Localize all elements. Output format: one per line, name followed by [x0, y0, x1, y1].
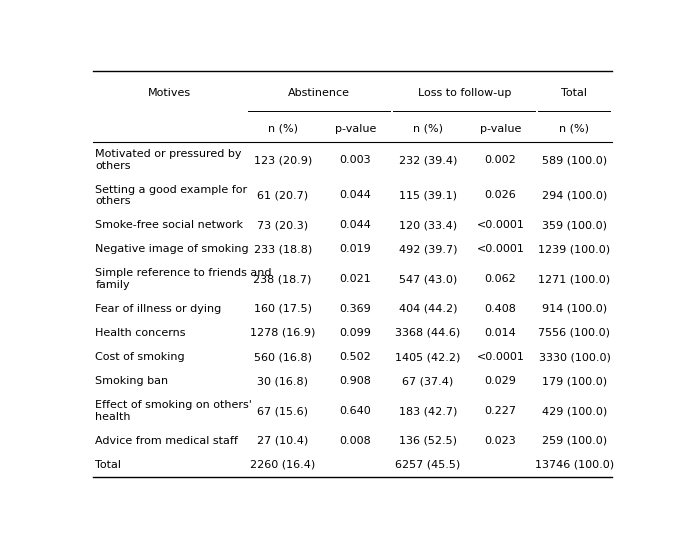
Text: 238 (18.7): 238 (18.7): [253, 274, 312, 284]
Text: Loss to follow-up: Loss to follow-up: [417, 89, 511, 98]
Text: 0.029: 0.029: [484, 376, 516, 386]
Text: Effect of smoking on others'
health: Effect of smoking on others' health: [96, 400, 252, 422]
Text: 232 (39.4): 232 (39.4): [399, 155, 457, 165]
Text: <0.0001: <0.0001: [477, 220, 525, 230]
Text: Abstinence: Abstinence: [288, 89, 350, 98]
Text: 0.099: 0.099: [339, 328, 372, 338]
Text: 7556 (100.0): 7556 (100.0): [538, 328, 611, 338]
Text: Total: Total: [96, 460, 122, 470]
Text: 3368 (44.6): 3368 (44.6): [395, 328, 460, 338]
Text: 61 (20.7): 61 (20.7): [257, 191, 308, 200]
Text: Motivated or pressured by
others: Motivated or pressured by others: [96, 149, 242, 171]
Text: <0.0001: <0.0001: [477, 244, 525, 254]
Text: 0.408: 0.408: [484, 304, 516, 314]
Text: 0.014: 0.014: [485, 328, 516, 338]
Text: 120 (33.4): 120 (33.4): [399, 220, 457, 230]
Text: n (%): n (%): [559, 124, 589, 134]
Text: Smoke-free social network: Smoke-free social network: [96, 220, 243, 230]
Text: 547 (43.0): 547 (43.0): [399, 274, 457, 284]
Text: 0.369: 0.369: [339, 304, 371, 314]
Text: p-value: p-value: [335, 124, 376, 134]
Text: 492 (39.7): 492 (39.7): [399, 244, 457, 254]
Text: 294 (100.0): 294 (100.0): [542, 191, 607, 200]
Text: 1239 (100.0): 1239 (100.0): [538, 244, 611, 254]
Text: 2260 (16.4): 2260 (16.4): [250, 460, 316, 470]
Text: 3330 (100.0): 3330 (100.0): [538, 352, 611, 362]
Text: 0.502: 0.502: [339, 352, 371, 362]
Text: 13746 (100.0): 13746 (100.0): [535, 460, 614, 470]
Text: 160 (17.5): 160 (17.5): [253, 304, 311, 314]
Text: 0.019: 0.019: [339, 244, 371, 254]
Text: Fear of illness or dying: Fear of illness or dying: [96, 304, 222, 314]
Text: p-value: p-value: [480, 124, 521, 134]
Text: 67 (37.4): 67 (37.4): [402, 376, 454, 386]
Text: 115 (39.1): 115 (39.1): [399, 191, 457, 200]
Text: Health concerns: Health concerns: [96, 328, 186, 338]
Text: Simple reference to friends and
family: Simple reference to friends and family: [96, 268, 272, 290]
Text: Setting a good example for
others: Setting a good example for others: [96, 185, 247, 206]
Text: Cost of smoking: Cost of smoking: [96, 352, 185, 362]
Text: 0.008: 0.008: [339, 435, 371, 446]
Text: 0.062: 0.062: [485, 274, 516, 284]
Text: 1405 (42.2): 1405 (42.2): [395, 352, 460, 362]
Text: Smoking ban: Smoking ban: [96, 376, 169, 386]
Text: 123 (20.9): 123 (20.9): [253, 155, 311, 165]
Text: 0.021: 0.021: [339, 274, 371, 284]
Text: 0.908: 0.908: [339, 376, 372, 386]
Text: 359 (100.0): 359 (100.0): [542, 220, 607, 230]
Text: Advice from medical staff: Advice from medical staff: [96, 435, 238, 446]
Text: n (%): n (%): [268, 124, 298, 134]
Text: 0.023: 0.023: [485, 435, 516, 446]
Text: 0.044: 0.044: [339, 191, 372, 200]
Text: 259 (100.0): 259 (100.0): [542, 435, 607, 446]
Text: 0.026: 0.026: [485, 191, 516, 200]
Text: n (%): n (%): [413, 124, 443, 134]
Text: Total: Total: [561, 89, 587, 98]
Text: Negative image of smoking: Negative image of smoking: [96, 244, 249, 254]
Text: 27 (10.4): 27 (10.4): [257, 435, 308, 446]
Text: 6257 (45.5): 6257 (45.5): [395, 460, 460, 470]
Text: 429 (100.0): 429 (100.0): [542, 406, 607, 416]
Text: 0.227: 0.227: [484, 406, 516, 416]
Text: 589 (100.0): 589 (100.0): [542, 155, 607, 165]
Text: 30 (16.8): 30 (16.8): [257, 376, 308, 386]
Text: 560 (16.8): 560 (16.8): [253, 352, 311, 362]
Text: 0.044: 0.044: [339, 220, 372, 230]
Text: 183 (42.7): 183 (42.7): [399, 406, 457, 416]
Text: 0.002: 0.002: [485, 155, 516, 165]
Text: 1271 (100.0): 1271 (100.0): [538, 274, 611, 284]
Text: 914 (100.0): 914 (100.0): [542, 304, 607, 314]
Text: 73 (20.3): 73 (20.3): [257, 220, 308, 230]
Text: 0.640: 0.640: [339, 406, 371, 416]
Text: 404 (44.2): 404 (44.2): [399, 304, 457, 314]
Text: 179 (100.0): 179 (100.0): [542, 376, 607, 386]
Text: 136 (52.5): 136 (52.5): [399, 435, 457, 446]
Text: 67 (15.6): 67 (15.6): [257, 406, 308, 416]
Text: 233 (18.8): 233 (18.8): [253, 244, 311, 254]
Text: Motives: Motives: [148, 89, 191, 98]
Text: 0.003: 0.003: [339, 155, 371, 165]
Text: <0.0001: <0.0001: [477, 352, 525, 362]
Text: 1278 (16.9): 1278 (16.9): [250, 328, 316, 338]
